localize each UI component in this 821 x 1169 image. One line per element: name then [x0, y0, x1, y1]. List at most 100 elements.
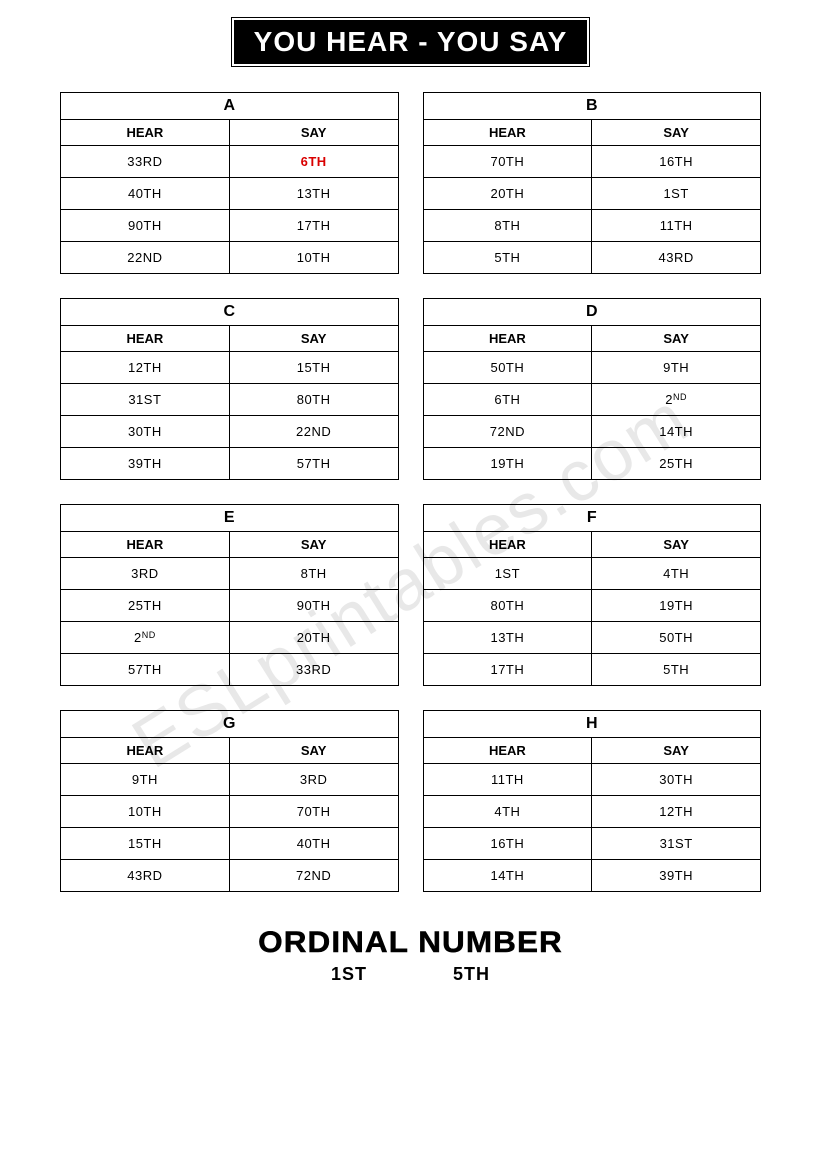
cell-say: 6TH [230, 146, 398, 177]
cell-say: 43RD [592, 242, 760, 273]
cell-hear: 17TH [424, 654, 593, 685]
cell-say: 15TH [230, 352, 398, 383]
cell-hear: 11TH [424, 764, 593, 795]
header-hear: HEAR [424, 326, 593, 351]
table-row: 25TH90TH [61, 590, 398, 622]
footer: ORDINAL NUMBER 1ST 5TH [0, 926, 821, 985]
table-row: 5TH43RD [424, 242, 761, 273]
cell-say: 57TH [230, 448, 398, 479]
header-hear: HEAR [61, 326, 230, 351]
header-say: SAY [592, 738, 760, 763]
table-row: 40TH13TH [61, 178, 398, 210]
cell-hear: 90TH [61, 210, 230, 241]
cell-hear: 19TH [424, 448, 593, 479]
cell-hear: 57TH [61, 654, 230, 685]
cell-hear: 40TH [61, 178, 230, 209]
cell-hear: 13TH [424, 622, 593, 653]
cell-hear: 9TH [61, 764, 230, 795]
table-row: 80TH19TH [424, 590, 761, 622]
page-title: YOU HEAR - YOU SAY [234, 20, 588, 64]
table-row: 17TH5TH [424, 654, 761, 685]
card-headers: HEARSAY [61, 120, 398, 146]
header-hear: HEAR [424, 738, 593, 763]
card-g: GHEARSAY9TH3RD10TH70TH15TH40TH43RD72ND [60, 710, 399, 892]
card-label: B [424, 93, 761, 120]
header-hear: HEAR [424, 120, 593, 145]
table-row: 72ND14TH [424, 416, 761, 448]
header-hear: HEAR [61, 738, 230, 763]
cell-say: 13TH [230, 178, 398, 209]
card-label: F [424, 505, 761, 532]
cell-hear: 72ND [424, 416, 593, 447]
table-row: 13TH50TH [424, 622, 761, 654]
footer-title: ORDINAL NUMBER [0, 926, 821, 960]
table-row: 30TH22ND [61, 416, 398, 448]
table-row: 1ST4TH [424, 558, 761, 590]
cell-say: 16TH [592, 146, 760, 177]
cell-hear: 25TH [61, 590, 230, 621]
cell-say: 22ND [230, 416, 398, 447]
cell-say: 80TH [230, 384, 398, 415]
table-row: 14TH39TH [424, 860, 761, 891]
cell-hear: 2ND [61, 622, 230, 653]
cell-hear: 22ND [61, 242, 230, 273]
cell-say: 33RD [230, 654, 398, 685]
cell-say: 9TH [592, 352, 760, 383]
cell-hear: 43RD [61, 860, 230, 891]
cell-hear: 14TH [424, 860, 593, 891]
title-banner: YOU HEAR - YOU SAY [0, 20, 821, 64]
card-headers: HEARSAY [61, 532, 398, 558]
cell-say: 19TH [592, 590, 760, 621]
table-row: 22ND10TH [61, 242, 398, 273]
footer-subtitle: 1ST 5TH [0, 964, 821, 985]
table-row: 70TH16TH [424, 146, 761, 178]
card-c: CHEARSAY12TH15TH31ST80TH30TH22ND39TH57TH [60, 298, 399, 480]
header-hear: HEAR [61, 532, 230, 557]
footer-right: 5TH [453, 964, 490, 984]
cell-say: 11TH [592, 210, 760, 241]
table-row: 33RD6TH [61, 146, 398, 178]
table-row: 6TH2ND [424, 384, 761, 416]
cell-hear: 31ST [61, 384, 230, 415]
card-h: HHEARSAY11TH30TH4TH12TH16TH31ST14TH39TH [423, 710, 762, 892]
card-f: FHEARSAY1ST4TH80TH19TH13TH50TH17TH5TH [423, 504, 762, 686]
table-row: 15TH40TH [61, 828, 398, 860]
cell-say: 4TH [592, 558, 760, 589]
header-say: SAY [592, 326, 760, 351]
cell-say: 12TH [592, 796, 760, 827]
table-row: 43RD72ND [61, 860, 398, 891]
table-row: 19TH25TH [424, 448, 761, 479]
cell-hear: 50TH [424, 352, 593, 383]
cell-say: 25TH [592, 448, 760, 479]
cell-say: 90TH [230, 590, 398, 621]
table-row: 11TH30TH [424, 764, 761, 796]
card-b: BHEARSAY70TH16TH20TH1ST8TH11TH5TH43RD [423, 92, 762, 274]
table-row: 2ND20TH [61, 622, 398, 654]
table-row: 39TH57TH [61, 448, 398, 479]
cell-say: 17TH [230, 210, 398, 241]
header-hear: HEAR [61, 120, 230, 145]
cell-hear: 1ST [424, 558, 593, 589]
table-row: 20TH1ST [424, 178, 761, 210]
footer-left: 1ST [331, 964, 367, 984]
card-label: E [61, 505, 398, 532]
cell-say: 72ND [230, 860, 398, 891]
card-label: G [61, 711, 398, 738]
cell-say: 40TH [230, 828, 398, 859]
cell-say: 39TH [592, 860, 760, 891]
cell-hear: 80TH [424, 590, 593, 621]
cards-grid: AHEARSAY33RD6TH40TH13TH90TH17TH22ND10THB… [0, 92, 821, 892]
card-d: DHEARSAY50TH9TH6TH2ND72ND14TH19TH25TH [423, 298, 762, 480]
card-label: A [61, 93, 398, 120]
cell-hear: 10TH [61, 796, 230, 827]
cell-say: 30TH [592, 764, 760, 795]
header-hear: HEAR [424, 532, 593, 557]
cell-say: 3RD [230, 764, 398, 795]
table-row: 4TH12TH [424, 796, 761, 828]
cell-say: 2ND [592, 384, 760, 415]
table-row: 3RD8TH [61, 558, 398, 590]
card-headers: HEARSAY [61, 326, 398, 352]
cell-hear: 15TH [61, 828, 230, 859]
cell-hear: 4TH [424, 796, 593, 827]
cell-hear: 12TH [61, 352, 230, 383]
